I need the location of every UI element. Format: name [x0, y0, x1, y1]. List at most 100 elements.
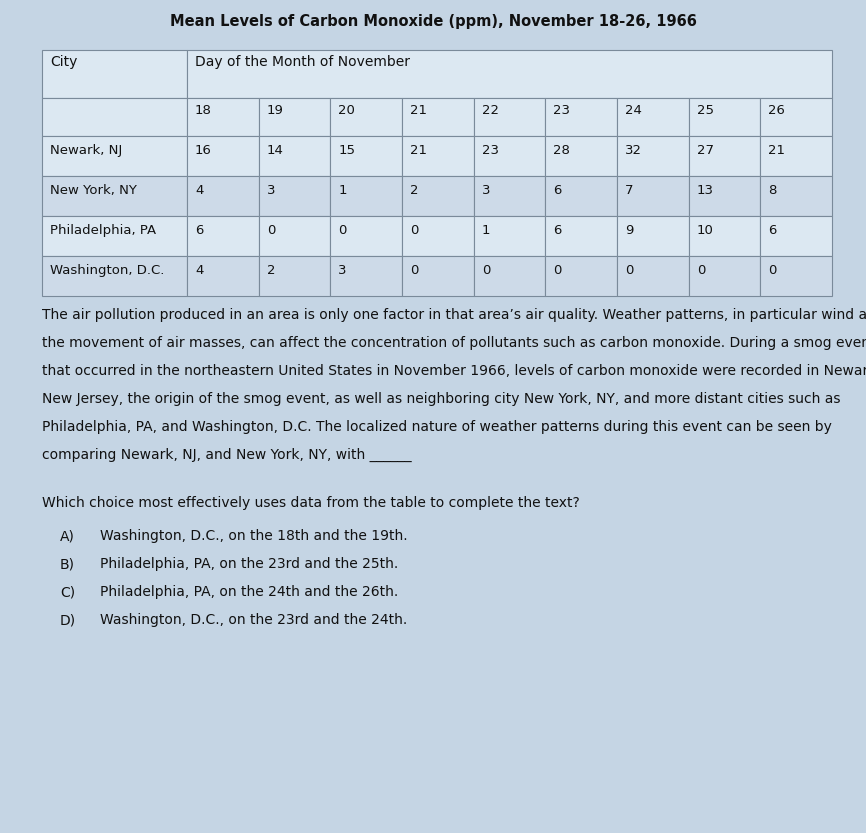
- Bar: [688, 256, 760, 296]
- Bar: [42, 256, 187, 296]
- Text: 13: 13: [696, 184, 714, 197]
- Text: 4: 4: [195, 264, 204, 277]
- Text: 8: 8: [768, 184, 777, 197]
- Text: 26: 26: [768, 104, 785, 117]
- Bar: [760, 256, 832, 296]
- Text: Newark, NJ: Newark, NJ: [50, 144, 122, 157]
- Bar: [42, 136, 187, 176]
- Bar: [259, 216, 330, 256]
- Text: New York, NY: New York, NY: [50, 184, 137, 197]
- Text: 10: 10: [696, 224, 714, 237]
- Text: 21: 21: [410, 144, 427, 157]
- Bar: [42, 216, 187, 256]
- Text: 15: 15: [339, 144, 355, 157]
- Text: A): A): [60, 529, 74, 543]
- Bar: [259, 136, 330, 176]
- Text: 4: 4: [195, 184, 204, 197]
- Bar: [259, 176, 330, 216]
- Text: 19: 19: [267, 104, 283, 117]
- Text: 16: 16: [195, 144, 212, 157]
- Bar: [402, 136, 474, 176]
- Text: that occurred in the northeastern United States in November 1966, levels of carb: that occurred in the northeastern United…: [42, 364, 866, 378]
- Text: 6: 6: [553, 224, 562, 237]
- Bar: [187, 136, 259, 176]
- Bar: [617, 176, 688, 216]
- Text: Philadelphia, PA, on the 24th and the 26th.: Philadelphia, PA, on the 24th and the 26…: [100, 585, 398, 599]
- Text: Washington, D.C., on the 18th and the 19th.: Washington, D.C., on the 18th and the 19…: [100, 529, 408, 543]
- Text: 0: 0: [768, 264, 777, 277]
- Bar: [474, 136, 546, 176]
- Text: 0: 0: [267, 224, 275, 237]
- Bar: [760, 216, 832, 256]
- Text: B): B): [60, 557, 75, 571]
- Bar: [546, 256, 617, 296]
- Bar: [187, 256, 259, 296]
- Bar: [187, 98, 259, 136]
- Text: Philadelphia, PA, on the 23rd and the 25th.: Philadelphia, PA, on the 23rd and the 25…: [100, 557, 398, 571]
- Text: 6: 6: [553, 184, 562, 197]
- Text: Philadelphia, PA: Philadelphia, PA: [50, 224, 156, 237]
- Bar: [688, 98, 760, 136]
- Text: The air pollution produced in an area is only one factor in that area’s air qual: The air pollution produced in an area is…: [42, 308, 866, 322]
- Bar: [474, 98, 546, 136]
- Text: 9: 9: [625, 224, 633, 237]
- Text: 1: 1: [481, 224, 490, 237]
- Text: Philadelphia, PA, and Washington, D.C. The localized nature of weather patterns : Philadelphia, PA, and Washington, D.C. T…: [42, 420, 832, 434]
- Text: 20: 20: [339, 104, 355, 117]
- Text: comparing Newark, NJ, and New York, NY, with ______: comparing Newark, NJ, and New York, NY, …: [42, 448, 411, 462]
- Bar: [688, 176, 760, 216]
- Text: 0: 0: [481, 264, 490, 277]
- Bar: [330, 256, 402, 296]
- Bar: [617, 256, 688, 296]
- Text: 0: 0: [553, 264, 562, 277]
- Bar: [760, 98, 832, 136]
- Text: 0: 0: [410, 224, 418, 237]
- Text: 0: 0: [625, 264, 633, 277]
- Text: 32: 32: [625, 144, 642, 157]
- Text: 6: 6: [768, 224, 777, 237]
- Text: Day of the Month of November: Day of the Month of November: [195, 55, 410, 69]
- Text: 23: 23: [481, 144, 499, 157]
- Text: 2: 2: [410, 184, 418, 197]
- Text: 2: 2: [267, 264, 275, 277]
- Bar: [259, 98, 330, 136]
- Text: Which choice most effectively uses data from the table to complete the text?: Which choice most effectively uses data …: [42, 496, 579, 510]
- Text: 18: 18: [195, 104, 212, 117]
- Bar: [760, 136, 832, 176]
- Bar: [546, 98, 617, 136]
- Bar: [402, 256, 474, 296]
- Bar: [617, 98, 688, 136]
- Text: D): D): [60, 613, 76, 627]
- Text: 23: 23: [553, 104, 571, 117]
- Text: Mean Levels of Carbon Monoxide (ppm), November 18-26, 1966: Mean Levels of Carbon Monoxide (ppm), No…: [170, 14, 696, 29]
- Bar: [42, 98, 187, 136]
- Bar: [688, 136, 760, 176]
- Text: 7: 7: [625, 184, 634, 197]
- Text: the movement of air masses, can affect the concentration of pollutants such as c: the movement of air masses, can affect t…: [42, 336, 866, 350]
- Text: 0: 0: [696, 264, 705, 277]
- Text: 3: 3: [339, 264, 347, 277]
- Text: 0: 0: [410, 264, 418, 277]
- Text: 27: 27: [696, 144, 714, 157]
- Bar: [259, 256, 330, 296]
- Bar: [330, 98, 402, 136]
- Bar: [546, 216, 617, 256]
- Bar: [187, 216, 259, 256]
- Bar: [474, 256, 546, 296]
- Bar: [42, 50, 187, 98]
- Text: Washington, D.C., on the 23rd and the 24th.: Washington, D.C., on the 23rd and the 24…: [100, 613, 407, 627]
- Bar: [474, 176, 546, 216]
- Bar: [546, 136, 617, 176]
- Bar: [330, 216, 402, 256]
- Text: New Jersey, the origin of the smog event, as well as neighboring city New York, : New Jersey, the origin of the smog event…: [42, 392, 841, 406]
- Text: 3: 3: [267, 184, 275, 197]
- Text: 25: 25: [696, 104, 714, 117]
- Text: 22: 22: [481, 104, 499, 117]
- Bar: [187, 176, 259, 216]
- Text: 0: 0: [339, 224, 346, 237]
- Text: 21: 21: [768, 144, 785, 157]
- Bar: [546, 176, 617, 216]
- Text: 14: 14: [267, 144, 283, 157]
- Bar: [688, 216, 760, 256]
- Bar: [474, 216, 546, 256]
